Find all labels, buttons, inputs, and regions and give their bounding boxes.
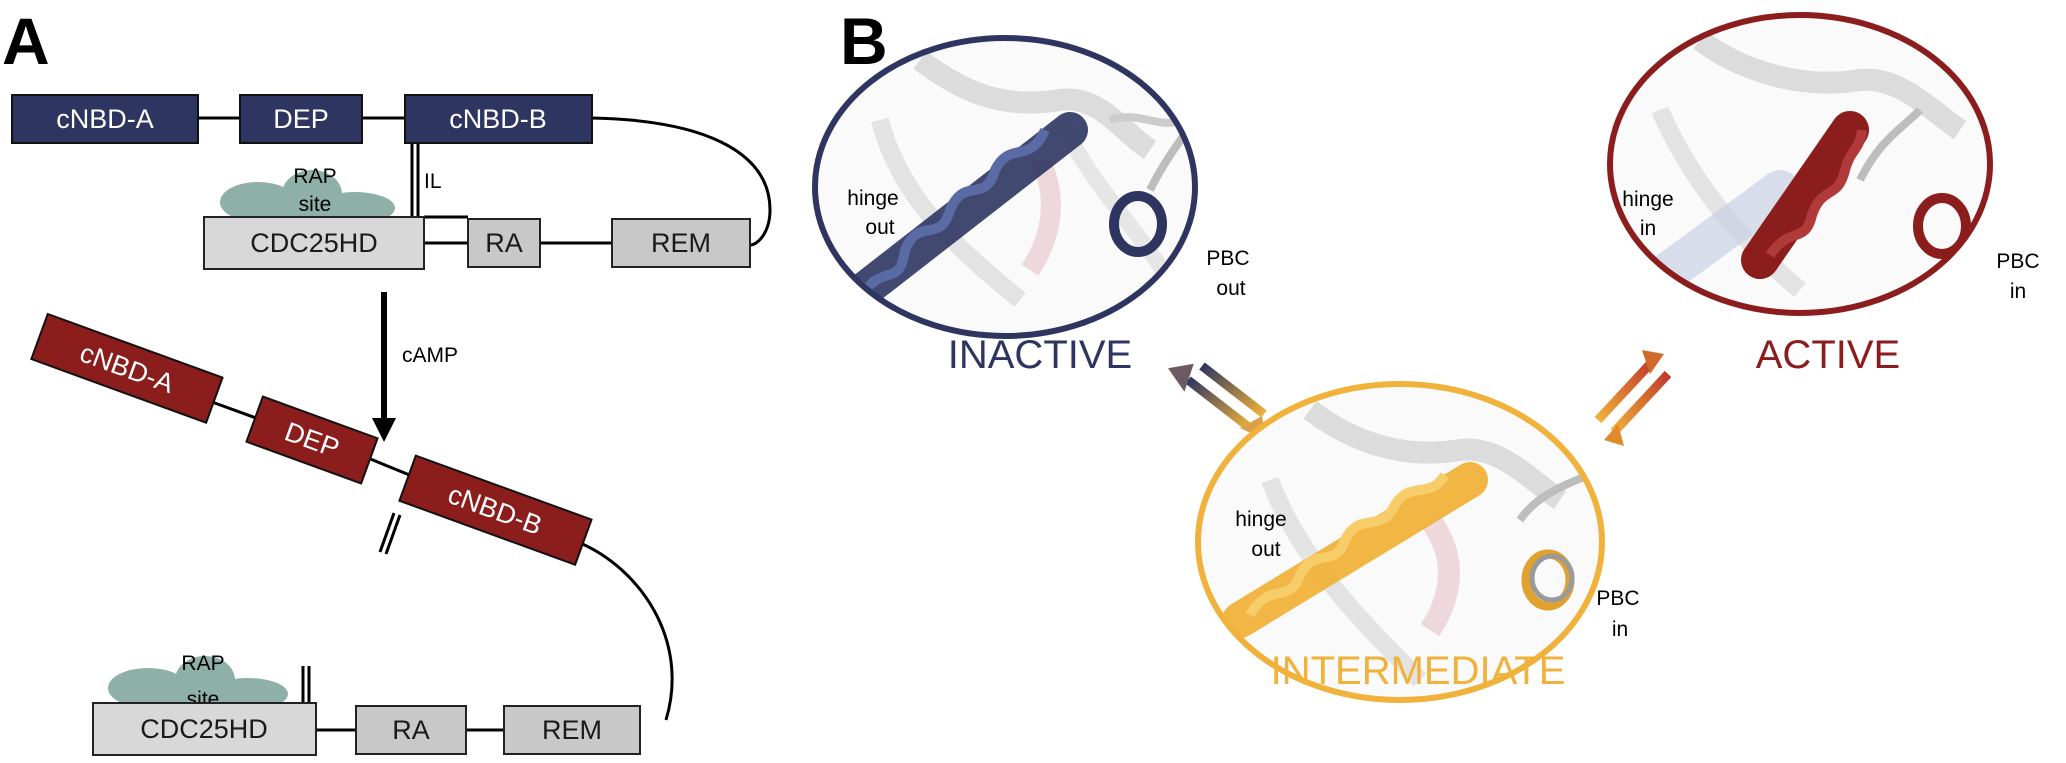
active-pbc-label-2: in <box>2010 280 2026 303</box>
top-cnbd-b-label: cNBD-B <box>449 104 547 134</box>
top-dep-box <box>239 94 363 144</box>
bottom-dep-box <box>245 395 379 485</box>
top-dep-label: DEP <box>273 104 329 134</box>
intermediate-pbc-label-2: in <box>1612 618 1628 641</box>
top-ra-label: RA <box>485 228 523 258</box>
inactive-pbc-label-2: out <box>1216 277 1245 300</box>
active-hinge-label-1: hinge <box>1622 188 1673 211</box>
bottom-rap-label-1: RAP <box>181 652 224 675</box>
top-cnbd-a-label: cNBD-A <box>56 104 154 134</box>
bottom-cnbd-a-box <box>30 312 224 424</box>
bottom-cnbd-b-box <box>398 454 593 566</box>
bottom-rem-box <box>503 705 641 755</box>
intermediate-pbc-label-1: PBC <box>1596 587 1639 610</box>
intermediate-ellipse-border <box>1195 381 1605 703</box>
inactive-hinge-label-2: out <box>865 216 894 239</box>
intermediate-hinge-helix <box>1222 462 1488 638</box>
top-rap-label-2: site <box>299 193 332 216</box>
bottom-cdc25hd-label: CDC25HD <box>140 714 268 744</box>
bottom-cdc25hd-box <box>92 702 317 756</box>
intermediate-title: INTERMEDIATE <box>1271 649 1566 693</box>
inactive-pbc-label-1: PBC <box>1206 247 1249 270</box>
bottom-cnbd-b: cNBD-B <box>398 454 593 566</box>
active-state: hinge in PBC in ACTIVE <box>1607 12 2040 377</box>
intermediate-hinge-label-1: hinge <box>1235 508 1286 531</box>
bottom-rem-label: REM <box>542 715 602 745</box>
inactive-hinge-helix <box>827 112 1088 323</box>
inactive-hinge-label-1: hinge <box>847 187 898 210</box>
top-ra-box <box>467 218 541 268</box>
top-cnbd-b-box <box>404 94 593 144</box>
top-cdc25hd-box <box>203 216 425 270</box>
active-ellipse-border <box>1607 12 1993 316</box>
bottom-ra-box <box>355 705 467 755</box>
active-pbc-label-1: PBC <box>1996 250 2039 273</box>
top-rem-box <box>611 218 751 268</box>
bottom-ra-label: RA <box>392 715 430 745</box>
camp-arrow-head <box>372 418 396 442</box>
active-title: ACTIVE <box>1756 333 1900 377</box>
inactive-pbc-loop <box>1109 108 1195 257</box>
intermediate-structure <box>1198 384 1602 700</box>
intermediate-hinge-label-2: out <box>1251 538 1280 561</box>
active-hinge-helix <box>1741 111 1869 279</box>
bottom-dep: DEP <box>245 395 379 485</box>
inactive-title: INACTIVE <box>948 333 1132 377</box>
bottom-linkers <box>211 400 674 732</box>
equilibrium-arrow-intermediate-active <box>1594 350 1672 446</box>
intermediate-state: hinge out PBC in INTERMEDIATE <box>1195 381 1640 703</box>
camp-label: cAMP <box>402 344 458 367</box>
top-cnbd-a-box <box>11 94 199 144</box>
equilibrium-arrow-inactive-intermediate <box>1168 362 1267 440</box>
top-rem-label: REM <box>651 228 711 258</box>
active-hinge-label-2: in <box>1640 217 1656 240</box>
inactive-ellipse-border <box>812 35 1198 339</box>
panel-a-letter: A <box>2 4 50 78</box>
inactive-structure <box>815 38 1195 336</box>
top-il-label: IL <box>424 170 442 193</box>
bottom-cnbd-a: cNBD-A <box>30 312 224 424</box>
panel-b-letter: B <box>840 4 888 78</box>
top-rap-label-1: RAP <box>293 165 336 188</box>
top-cdc25hd-label: CDC25HD <box>250 228 378 258</box>
inactive-state: hinge out PBC out INACTIVE <box>812 35 1250 377</box>
